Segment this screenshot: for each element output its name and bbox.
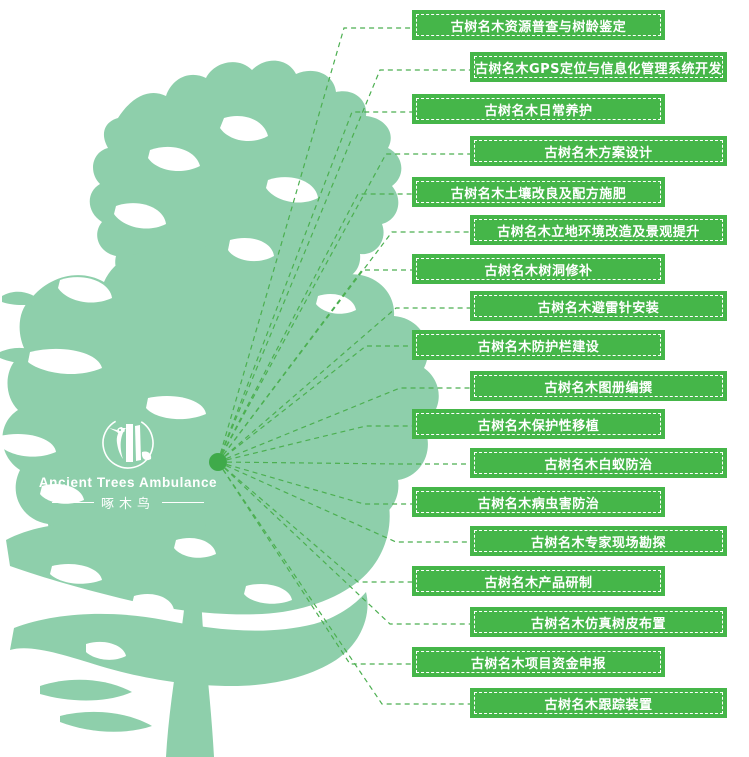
service-item-label: 古树名木仿真树皮布置	[530, 616, 666, 632]
service-item-label: 古树名木病虫害防治	[477, 496, 600, 512]
service-item-label: 古树名木跟踪装置	[544, 697, 653, 713]
service-item-box[interactable]: 古树名木树洞修补	[412, 254, 665, 284]
service-item-label: 古树名木土壤改良及配方施肥	[450, 186, 627, 202]
service-item-label: 古树名木保护性移植	[477, 418, 600, 434]
service-item-box[interactable]: 古树名木方案设计	[470, 136, 727, 166]
tree-silhouette	[0, 60, 439, 757]
service-item-box[interactable]: 古树名木避雷针安装	[470, 291, 727, 321]
hub-node-dot	[209, 453, 227, 471]
service-item-label: 古树名木产品研制	[484, 575, 593, 591]
service-item-box[interactable]: 古树名木日常养护	[412, 94, 665, 124]
foliage-gaps	[0, 116, 356, 660]
service-item-box[interactable]: 古树名木仿真树皮布置	[470, 607, 727, 637]
service-item-box[interactable]: 古树名木土壤改良及配方施肥	[412, 177, 665, 207]
service-item-box[interactable]: 古树名木病虫害防治	[412, 487, 665, 517]
connector-lines	[217, 27, 470, 705]
service-item-label: 古树名木日常养护	[484, 103, 593, 119]
service-item-box[interactable]: 古树名木图册编撰	[470, 371, 727, 401]
service-item-box[interactable]: 古树名木专家现场勘探	[470, 526, 727, 556]
service-item-label: 古树名木树洞修补	[484, 263, 593, 279]
service-item-label: 古树名木立地环境改造及景观提升	[497, 224, 700, 240]
service-item-box[interactable]: 古树名木产品研制	[412, 566, 665, 596]
service-item-box[interactable]: 古树名木立地环境改造及景观提升	[470, 215, 727, 245]
service-item-label: 古树名木项目资金申报	[470, 656, 606, 672]
service-item-box[interactable]: 古树名木防护栏建设	[412, 330, 665, 360]
service-item-label: 古树名木白蚁防治	[544, 457, 653, 473]
service-item-box[interactable]: 古树名木GPS定位与信息化管理系统开发	[470, 52, 727, 82]
service-item-label: 古树名木资源普查与树龄鉴定	[450, 19, 627, 35]
service-item-box[interactable]: 古树名木保护性移植	[412, 409, 665, 439]
service-item-label: 古树名木避雷针安装	[537, 300, 660, 316]
service-item-label: 古树名木图册编撰	[544, 380, 653, 396]
service-item-box[interactable]: 古树名木跟踪装置	[470, 688, 727, 718]
service-item-label: 古树名木GPS定位与信息化管理系统开发	[474, 61, 723, 77]
service-item-label: 古树名木专家现场勘探	[530, 535, 666, 551]
service-item-label: 古树名木防护栏建设	[477, 339, 600, 355]
service-item-box[interactable]: 古树名木项目资金申报	[412, 647, 665, 677]
service-item-box[interactable]: 古树名木资源普查与树龄鉴定	[412, 10, 665, 40]
service-item-label: 古树名木方案设计	[544, 145, 653, 161]
service-item-box[interactable]: 古树名木白蚁防治	[470, 448, 727, 478]
